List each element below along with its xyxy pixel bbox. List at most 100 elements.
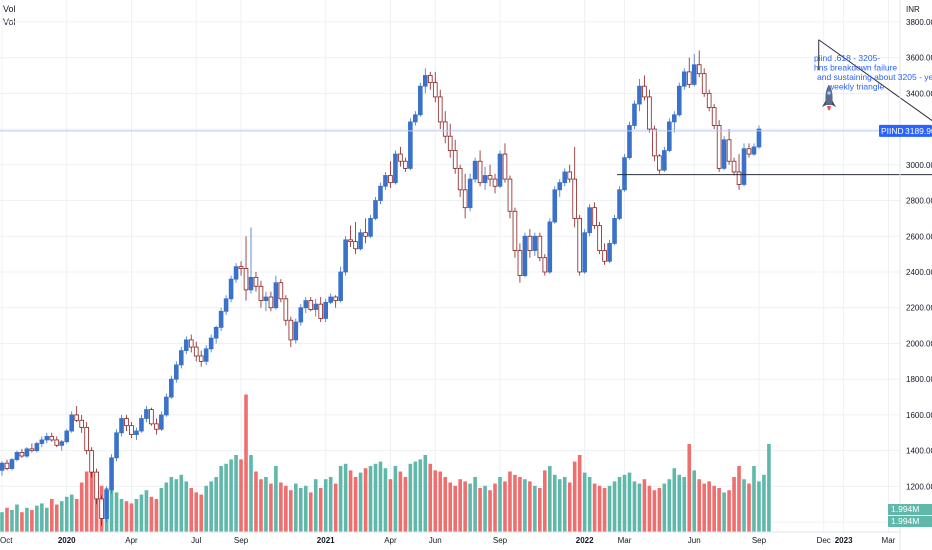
candle-up <box>662 150 667 171</box>
candle-down <box>288 319 294 341</box>
volume-bar <box>468 483 472 532</box>
candle-down <box>507 178 513 212</box>
rocket-window <box>827 91 831 95</box>
volume-bar <box>448 482 452 532</box>
candle-down <box>442 121 448 137</box>
y-tick-label: 2800.00 <box>906 197 932 206</box>
x-tick-label: Jul <box>191 536 201 545</box>
candle-up <box>552 189 558 223</box>
candle-up <box>368 217 373 237</box>
candle-up <box>393 153 398 184</box>
candle-up <box>183 339 189 352</box>
candle-up <box>104 489 109 519</box>
volume-bar <box>488 490 492 532</box>
candle-down <box>333 296 338 301</box>
candle-down <box>427 75 433 84</box>
volume-bar <box>79 482 84 532</box>
candle-down <box>542 257 548 273</box>
volume-bar <box>557 479 562 532</box>
volume-bar <box>224 463 228 532</box>
volume-bar <box>607 485 612 532</box>
volume-bar <box>50 499 54 532</box>
candle-down <box>432 82 438 98</box>
volume-bar <box>279 482 283 532</box>
candle-down <box>736 171 742 185</box>
candle-up <box>59 441 65 446</box>
volume-bar <box>577 455 582 532</box>
candle-down <box>54 439 60 446</box>
candle-up <box>293 321 299 341</box>
volume-bar <box>562 477 567 532</box>
candle-down <box>238 266 244 269</box>
candle-down <box>154 423 159 430</box>
candle-up <box>741 148 747 185</box>
candle-down <box>447 135 453 151</box>
volume-bar <box>483 485 487 532</box>
candle-down <box>149 409 154 425</box>
candle-up <box>691 64 697 85</box>
candle-up <box>612 217 617 244</box>
volume-bar <box>398 471 403 532</box>
candle-down <box>572 178 577 219</box>
volume-bar <box>338 466 343 532</box>
candle-down <box>398 153 403 162</box>
volume-bar <box>538 488 542 532</box>
volume-bar <box>194 492 199 532</box>
candle-up <box>159 414 164 430</box>
y-tick-label: 2400.00 <box>906 268 932 277</box>
volume-bar <box>20 512 24 532</box>
last-price-value: 3189.90 <box>905 126 932 136</box>
x-tick-label: Jun <box>429 536 442 545</box>
candle-up <box>328 296 333 303</box>
candle-up <box>39 439 45 444</box>
candle-up <box>208 337 214 350</box>
y-tick-label: 2600.00 <box>906 232 932 241</box>
volume-bar <box>403 477 408 532</box>
volume-bar <box>299 488 303 532</box>
candle-down <box>696 64 702 75</box>
candle-down <box>129 425 134 435</box>
volume-bar <box>667 479 672 532</box>
volume-bar <box>528 481 532 532</box>
volume-bar <box>214 477 218 532</box>
volume-bar <box>15 504 19 532</box>
rocket-fin-left <box>822 100 826 107</box>
x-tick-label: 2021 <box>317 536 335 545</box>
candle-down <box>657 155 662 171</box>
volume-bar <box>323 479 328 532</box>
rocket-body <box>825 85 833 105</box>
candle-down <box>567 171 573 180</box>
volume-bar <box>284 485 288 532</box>
candle-down <box>602 250 607 262</box>
candle-up <box>14 452 20 461</box>
candle-down <box>457 167 463 191</box>
volume-bar <box>652 490 657 532</box>
x-tick-label: Sep <box>493 536 508 545</box>
volume-bar <box>204 485 208 532</box>
volume-bar <box>94 477 99 532</box>
candle-down <box>49 435 55 441</box>
candle-up <box>164 396 169 416</box>
volume-bar <box>59 501 64 532</box>
volume-bar <box>533 485 537 532</box>
volume-bar <box>149 496 154 532</box>
candle-down <box>29 448 35 452</box>
volume-bar <box>10 510 14 532</box>
candle-up <box>497 153 503 187</box>
y-tick-label: 2200.00 <box>906 304 932 313</box>
candle-down <box>124 418 129 427</box>
volume-bar <box>40 503 44 532</box>
candle-down <box>193 346 199 357</box>
candle-down <box>94 471 99 500</box>
volume-bar <box>45 507 49 532</box>
candle-up <box>627 125 632 159</box>
volume-bar <box>294 483 298 532</box>
volume-bar <box>244 394 248 532</box>
candle-down <box>188 339 194 348</box>
candle-up <box>338 271 343 301</box>
volume-bar <box>712 485 716 532</box>
volume-bar <box>69 494 74 532</box>
candle-down <box>353 241 358 250</box>
